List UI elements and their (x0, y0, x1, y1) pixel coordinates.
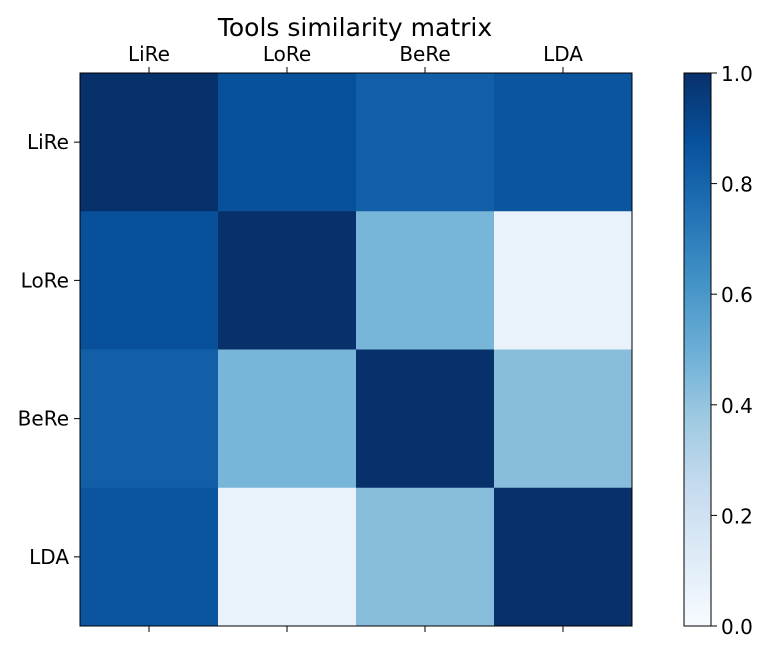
colorbar-tick-label: 0.4 (721, 394, 753, 418)
heatmap-cell (218, 73, 357, 212)
x-tick-label: LoRe (263, 42, 311, 66)
x-tick-label: BeRe (399, 42, 450, 66)
heatmap-cells (80, 73, 633, 627)
y-tick-label: LDA (29, 545, 69, 569)
heatmap-cell (494, 73, 633, 212)
heatmap-cell (80, 487, 219, 627)
heatmap-cell (356, 487, 495, 627)
colorbar-tick-label: 0.8 (721, 173, 753, 197)
heatmap-cell (356, 211, 495, 350)
heatmap-cell (80, 349, 219, 489)
y-tick-label: BeRe (18, 407, 69, 431)
x-axis-ticks: LiRe LoRe BeRe LDA (128, 42, 583, 632)
colorbar-ticks: 0.0 0.2 0.4 0.6 0.8 1.0 (711, 62, 753, 639)
colorbar-tick-label: 0.2 (721, 504, 753, 528)
colorbar-tick-label: 0.0 (721, 615, 753, 639)
colorbar (683, 72, 712, 627)
heatmap-cell (494, 211, 633, 350)
y-tick-label: LiRe (27, 130, 69, 154)
x-tick-label: LiRe (128, 42, 170, 66)
chart-title: Tools similarity matrix (217, 13, 492, 42)
heatmap-cell (494, 487, 633, 627)
heatmap-cell (356, 73, 495, 212)
heatmap-cell (218, 211, 357, 350)
heatmap-cell (218, 349, 357, 489)
heatmap-cell (356, 349, 495, 489)
heatmap-cell (494, 349, 633, 489)
colorbar-tick-label: 1.0 (721, 62, 753, 86)
heatmap-cell (80, 211, 219, 350)
heatmap-cell (80, 73, 219, 212)
colorbar-tick-label: 0.6 (721, 283, 753, 307)
x-tick-label: LDA (543, 42, 583, 66)
y-axis-ticks: LiRe LoRe BeRe LDA (18, 130, 80, 569)
heatmap-cell (218, 487, 357, 627)
plot-frame (79, 72, 633, 627)
y-tick-label: LoRe (21, 268, 69, 292)
